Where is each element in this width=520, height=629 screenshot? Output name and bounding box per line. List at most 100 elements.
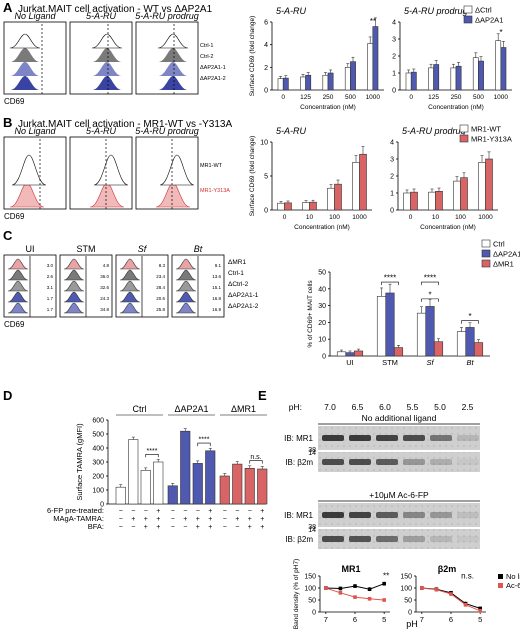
- histogram-peak: [9, 33, 41, 49]
- bar: [140, 470, 151, 505]
- histogram-peak: [10, 48, 40, 62]
- condition-mark: +: [156, 508, 160, 515]
- data-point: [434, 587, 439, 592]
- histogram-title: No Ligand: [14, 126, 56, 136]
- x-tick-label: 6: [353, 615, 357, 624]
- significance-bracket: [145, 454, 159, 458]
- chart-b-right: 0 1 2 3 4 0 10 100 1000 5-A-RU prodrug Concentrati…: [390, 125, 512, 232]
- legend-label: ΔAP2A1: [475, 16, 503, 25]
- ph-value: 5.5: [407, 402, 419, 412]
- histogram-value: 4.8: [103, 263, 110, 268]
- y-tick-label: 0: [264, 208, 268, 215]
- y-tick-label: 0: [322, 354, 326, 361]
- legend-swatch: [459, 134, 469, 143]
- histogram-peak: [158, 48, 188, 62]
- bar: [425, 306, 435, 357]
- condition-mark: −: [183, 508, 187, 515]
- bar: [460, 177, 468, 211]
- y-tick-label: 0: [264, 88, 268, 95]
- panel-d: D 0 100 200 300 400 500 600 Surface TAMRA (gMFI…: [3, 388, 268, 531]
- blot-band: [430, 512, 452, 518]
- data-point: [353, 595, 357, 599]
- bar: [327, 72, 334, 91]
- histogram-peak: [10, 76, 40, 90]
- y-tick-label: 10: [318, 337, 326, 344]
- histogram-value: 34.8: [100, 307, 109, 312]
- x-tick-label: 7: [324, 615, 328, 624]
- y-tick-label: 50: [404, 598, 412, 605]
- blot-band: [403, 536, 425, 542]
- condition-mark: −: [119, 516, 123, 523]
- histogram-frame: [3, 136, 67, 210]
- legend-label: ΔMR1: [493, 260, 514, 269]
- y-tick-label: 200: [92, 474, 104, 481]
- chart-title: 5-A-RU prodrug: [402, 126, 466, 136]
- condition-mark: −: [196, 508, 200, 515]
- y-tick-label: 100: [92, 488, 104, 495]
- bar: [257, 468, 268, 505]
- histogram-legend-label: Ctrl-1: [200, 43, 213, 49]
- legend-label: No ligand: [506, 572, 520, 581]
- y-tick-label: 0: [100, 502, 104, 509]
- legend-swatch: [463, 5, 473, 14]
- data-point: [338, 591, 343, 595]
- bar: [455, 65, 462, 91]
- blot-band: [349, 459, 371, 465]
- data-point: [338, 586, 343, 591]
- histogram-row-label: ΔMR1: [228, 259, 246, 266]
- histogram-peak: [7, 291, 29, 303]
- condition-mark: −: [235, 508, 239, 515]
- histogram-value: 36.0: [100, 274, 109, 279]
- x-axis-label: Concentration (nM): [300, 104, 356, 111]
- condition-mark: −: [131, 508, 135, 515]
- condition-label: BFA:: [88, 522, 104, 531]
- histogram-peak: [7, 269, 29, 281]
- panel-b-histograms: No Ligand 5-A-RU 5-A-RU prodrug MR1-WT MR1-Y…: [3, 126, 230, 221]
- ph-value: 5.0: [434, 402, 446, 412]
- x-tick-label: 100: [455, 214, 466, 221]
- bar: [433, 64, 440, 91]
- histogram-title: Sf: [138, 244, 148, 254]
- histogram-xlabel: CD69: [4, 320, 25, 329]
- group-label: ΔMR1: [231, 404, 256, 414]
- bar: [115, 486, 126, 505]
- blot-band: [430, 459, 452, 465]
- panel-b: B Jurkat.MAIT cell activation - MR1-WT v…: [3, 115, 512, 231]
- section-title: +10μM Ac-6-FP: [369, 490, 429, 500]
- significance-bracket: [421, 298, 439, 302]
- histogram-peak: [63, 291, 85, 303]
- bar: [435, 191, 443, 211]
- x-axis-label: Concentration (nM): [294, 224, 350, 231]
- blot-image: [318, 452, 480, 472]
- condition-mark: +: [144, 516, 148, 523]
- y-axis-label: Surface CD69 (fold change): [249, 16, 256, 97]
- significance-mark: *: [468, 312, 471, 321]
- y-tick-label: 0: [312, 610, 316, 617]
- x-tick-label: 250: [323, 94, 334, 101]
- bar: [385, 292, 395, 357]
- panel-e: E pH: 7.0 6.5 6.0 5.5 5.0 2.5 No additional lig…: [258, 388, 520, 629]
- group-label: ΔAP2A1: [174, 404, 208, 414]
- y-axis-label: Band density (% of pH7): [293, 559, 300, 629]
- chart-title: β2m: [438, 564, 457, 574]
- y-tick-label: 400: [92, 446, 104, 453]
- chart-title: 5-A-RU: [276, 126, 307, 136]
- condition-mark: −: [248, 508, 252, 515]
- bar: [478, 162, 486, 211]
- histogram-value: 20.6: [156, 296, 165, 301]
- y-tick-label: 30: [318, 303, 326, 310]
- x-tick-label: Sf: [426, 358, 434, 367]
- blot-band: [322, 536, 344, 542]
- blot-band: [322, 459, 344, 465]
- histogram-peak: [92, 76, 122, 90]
- mw-marker: 14: [308, 527, 316, 534]
- histogram-row-label: ΔCtrl-2: [228, 281, 249, 288]
- x-tick-label: 6: [449, 615, 453, 624]
- legend-swatch: [481, 249, 491, 258]
- histogram-value: 9.1: [215, 263, 222, 268]
- bar: [428, 67, 434, 91]
- condition-mark: −: [171, 516, 175, 523]
- histogram-frame: [135, 21, 199, 95]
- condition-mark: +: [235, 516, 239, 523]
